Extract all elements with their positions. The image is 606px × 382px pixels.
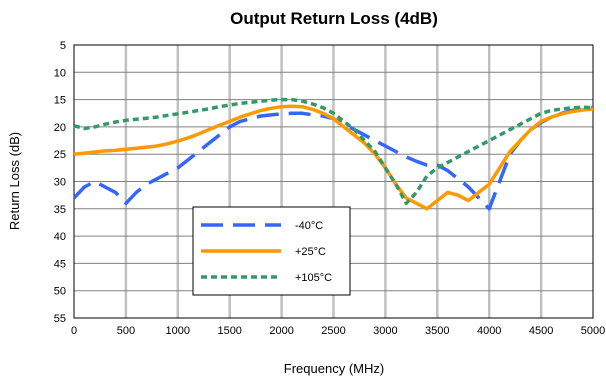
x-tick-label: 4000 <box>477 325 501 337</box>
y-tick-label: 40 <box>54 231 66 243</box>
y-tick-label: 10 <box>54 67 66 79</box>
x-tick-label: 3500 <box>425 325 449 337</box>
x-tick-label: 3000 <box>373 325 397 337</box>
y-tick-label: 45 <box>54 258 66 270</box>
x-tick-labels: 0 500 1000 1500 2000 2500 3000 3500 4000 4500 5000 <box>71 325 605 337</box>
y-tick-label: 20 <box>54 122 66 134</box>
series-lines <box>72 97 594 211</box>
x-tick-label: 500 <box>117 325 135 337</box>
x-tick-label: 2000 <box>269 325 293 337</box>
y-tick-label: 55 <box>54 313 66 325</box>
series-line-2 <box>73 97 594 206</box>
x-tick-label: 5000 <box>581 325 605 337</box>
x-tick-label: 0 <box>71 325 77 337</box>
y-tick-label: 5 <box>60 40 66 52</box>
y-tick-label: 35 <box>54 204 66 216</box>
legend-label-1: +25°C <box>295 246 326 258</box>
x-tick-label: 1500 <box>217 325 241 337</box>
x-tick-label: 4500 <box>529 325 553 337</box>
x-tick-label: 2500 <box>321 325 345 337</box>
y-tick-label: 25 <box>54 149 66 161</box>
y-tick-label: 15 <box>54 95 66 107</box>
y-tick-label: 30 <box>54 177 66 189</box>
series-line-1 <box>73 104 594 211</box>
legend-label-2: +105°C <box>295 272 332 284</box>
y-tick-label: 50 <box>54 286 66 298</box>
x-tick-label: 1000 <box>166 325 190 337</box>
y-axis-label: Return Loss (dB) <box>7 132 22 230</box>
legend-label-0: -40°C <box>295 220 323 232</box>
legend: -40°C +25°C +105°C <box>192 206 351 296</box>
y-tick-labels: 5 10 15 20 25 30 35 40 45 50 55 <box>54 40 66 325</box>
chart-title: Output Return Loss (4dB) <box>230 9 438 28</box>
x-axis-label: Frequency (MHz) <box>284 361 384 376</box>
plot-border <box>73 44 594 319</box>
